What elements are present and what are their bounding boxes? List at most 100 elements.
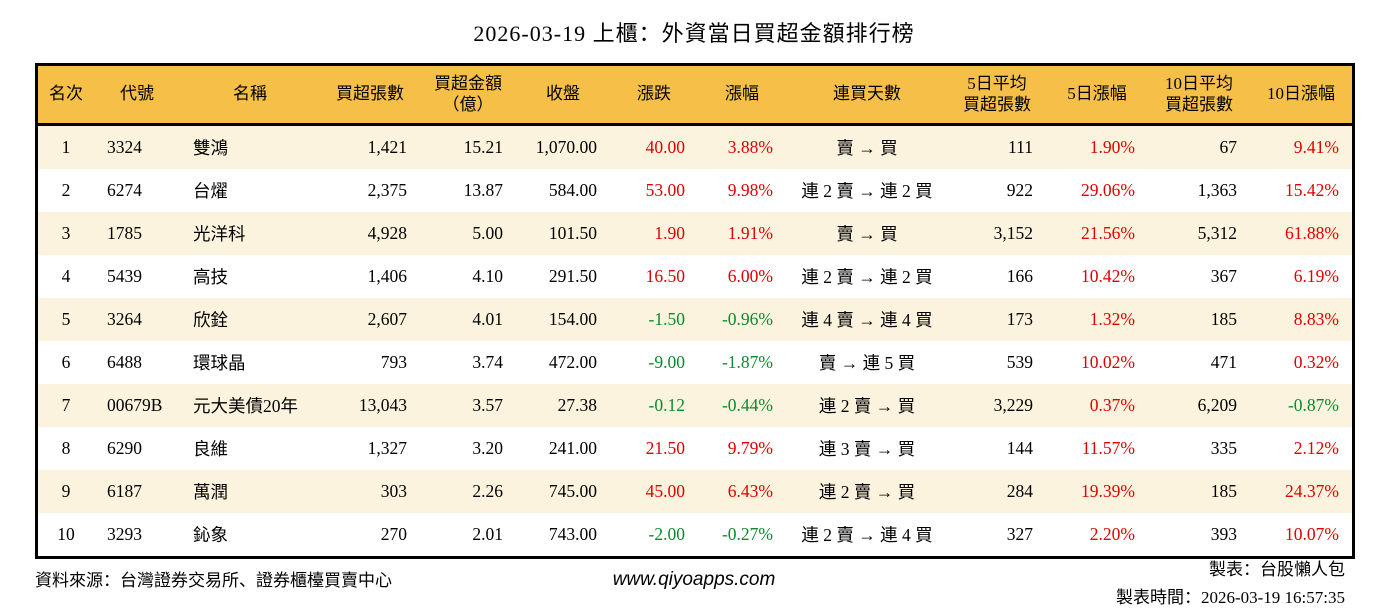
cell-buy_amount: 4.10 <box>472 266 503 286</box>
header-row: 名次 代號 名稱 買超張數 買超金額 （億） 收盤 漲跌 漲幅 連買天數 5日平均 買超張數 5日漲幅 1… <box>38 66 1352 126</box>
cell-change_pct: 6.00% <box>727 266 773 286</box>
cell-change: -9.00 <box>648 352 685 372</box>
cell-change: -0.12 <box>648 395 685 415</box>
table-row: 9 6187 萬潤 303 2.26 745.00 45.00 6.43% 連 2 賣 → 買 2… <box>38 470 1352 513</box>
cell-code: 00679B <box>107 395 163 415</box>
cell-pct10: 24.37% <box>1285 481 1339 501</box>
column-header-code: 代號 <box>94 66 180 126</box>
column-header-streak: 連買天數 <box>786 66 948 126</box>
cell-buy_lots: 793 <box>380 352 407 372</box>
made-by-label: 製表：台股懶人包 <box>1209 560 1345 579</box>
cell-rank: 6 <box>61 352 71 372</box>
cell-avg10: 185 <box>1210 309 1237 329</box>
cell-streak: 賣 → 買 <box>836 138 898 158</box>
cell-code: 6274 <box>107 180 142 200</box>
table-body: 1 3324 雙鴻 1,421 15.21 1,070.00 40.00 3.88% 賣 → 買… <box>38 124 1352 556</box>
cell-avg5: 3,152 <box>993 223 1033 243</box>
cell-buy_lots: 1,327 <box>367 438 407 458</box>
cell-code: 3264 <box>107 309 142 329</box>
cell-close: 745.00 <box>548 481 597 501</box>
cell-close: 584.00 <box>548 180 597 200</box>
cell-name: 良維 <box>193 439 228 459</box>
cell-pct5: 2.20% <box>1089 524 1135 544</box>
cell-streak: 連 2 賣 → 連 4 買 <box>801 525 933 545</box>
cell-change_pct: 1.91% <box>727 223 773 243</box>
cell-close: 472.00 <box>548 352 597 372</box>
cell-buy_lots: 2,607 <box>367 309 407 329</box>
cell-pct5: 1.90% <box>1089 137 1135 157</box>
page-title: 2026-03-19 上櫃：外資當日買超金額排行榜 <box>473 21 915 46</box>
cell-close: 27.38 <box>557 395 597 415</box>
cell-buy_lots: 2,375 <box>367 180 407 200</box>
cell-rank: 2 <box>61 180 71 200</box>
cell-rank: 5 <box>61 309 71 329</box>
cell-avg5: 284 <box>1006 481 1033 501</box>
cell-close: 154.00 <box>548 309 597 329</box>
cell-rank: 9 <box>61 481 71 501</box>
cell-change: -1.50 <box>648 309 685 329</box>
cell-change_pct: -0.44% <box>721 395 773 415</box>
cell-avg10: 185 <box>1210 481 1237 501</box>
table-row: 4 5439 高技 1,406 4.10 291.50 16.50 6.00% 連 2 賣 → … <box>38 255 1352 298</box>
column-header-pct10: 10日漲幅 <box>1250 66 1352 126</box>
cell-pct10: 0.32% <box>1293 352 1339 372</box>
cell-pct10: 15.42% <box>1285 180 1339 200</box>
cell-avg10: 5,312 <box>1197 223 1237 243</box>
cell-avg10: 67 <box>1219 137 1238 157</box>
table-row: 8 6290 良維 1,327 3.20 241.00 21.50 9.79% 連 3 賣 → … <box>38 427 1352 470</box>
cell-pct10: 9.41% <box>1293 137 1339 157</box>
cell-code: 5439 <box>107 266 142 286</box>
cell-buy_amount: 15.21 <box>463 137 503 157</box>
cell-avg5: 922 <box>1006 180 1033 200</box>
credits-block: 製表：台股懶人包 製表時間：2026-03-19 16:57:35 <box>1116 556 1345 611</box>
cell-change: 21.50 <box>645 438 685 458</box>
cell-change: 53.00 <box>645 180 685 200</box>
cell-buy_amount: 3.57 <box>472 395 503 415</box>
cell-pct10: 6.19% <box>1293 266 1339 286</box>
ranking-table-frame: 名次 代號 名稱 買超張數 買超金額 （億） 收盤 漲跌 漲幅 連買天數 5日平均 買超張數 5日漲幅 1… <box>35 63 1355 559</box>
cell-code: 6290 <box>107 438 142 458</box>
table-header: 名次 代號 名稱 買超張數 買超金額 （億） 收盤 漲跌 漲幅 連買天數 5日平均 買超張數 5日漲幅 1… <box>38 66 1352 126</box>
column-header-pct5: 5日漲幅 <box>1046 66 1148 126</box>
column-header-avg5: 5日平均 買超張數 <box>948 66 1046 126</box>
cell-avg5: 173 <box>1006 309 1033 329</box>
cell-avg5: 539 <box>1006 352 1033 372</box>
cell-streak: 連 2 賣 → 買 <box>818 396 916 416</box>
cell-pct5: 29.06% <box>1081 180 1135 200</box>
cell-streak: 賣 → 買 <box>836 224 898 244</box>
cell-avg5: 144 <box>1006 438 1033 458</box>
cell-buy_lots: 303 <box>380 481 407 501</box>
cell-name: 萬潤 <box>193 482 228 502</box>
cell-change_pct: 6.43% <box>727 481 773 501</box>
cell-pct5: 0.37% <box>1089 395 1135 415</box>
cell-change_pct: -0.96% <box>721 309 773 329</box>
cell-change_pct: 3.88% <box>727 137 773 157</box>
cell-streak: 連 2 賣 → 連 2 買 <box>801 267 933 287</box>
cell-buy_amount: 3.20 <box>472 438 503 458</box>
table-row: 6 6488 環球晶 793 3.74 472.00 -9.00 -1.87% 賣 → 連 5 … <box>38 341 1352 384</box>
cell-avg10: 6,209 <box>1197 395 1237 415</box>
column-header-close: 收盤 <box>516 66 610 126</box>
column-header-change_pct: 漲幅 <box>698 66 786 126</box>
cell-buy_lots: 270 <box>380 524 407 544</box>
cell-code: 1785 <box>107 223 142 243</box>
cell-name: 環球晶 <box>193 353 246 373</box>
table-row: 10 3293 鈊象 270 2.01 743.00 -2.00 -0.27% 連 2 賣 → … <box>38 513 1352 556</box>
column-header-rank: 名次 <box>38 66 94 126</box>
cell-close: 1,070.00 <box>535 137 597 157</box>
cell-avg10: 1,363 <box>1197 180 1237 200</box>
cell-change: 1.90 <box>654 223 685 243</box>
cell-change: -2.00 <box>648 524 685 544</box>
table-row: 3 1785 光洋科 4,928 5.00 101.50 1.90 1.91% 賣 → 買 3,1… <box>38 212 1352 255</box>
cell-rank: 7 <box>61 395 71 415</box>
cell-buy_lots: 1,421 <box>367 137 407 157</box>
table-row: 5 3264 欣銓 2,607 4.01 154.00 -1.50 -0.96% 連 4 賣 →… <box>38 298 1352 341</box>
column-header-name: 名稱 <box>180 66 320 126</box>
cell-streak: 連 2 賣 → 連 2 買 <box>801 181 933 201</box>
cell-pct10: 61.88% <box>1285 223 1339 243</box>
cell-name: 欣銓 <box>193 310 228 330</box>
cell-name: 雙鴻 <box>193 138 228 158</box>
cell-pct5: 1.32% <box>1089 309 1135 329</box>
cell-change_pct: 9.79% <box>727 438 773 458</box>
